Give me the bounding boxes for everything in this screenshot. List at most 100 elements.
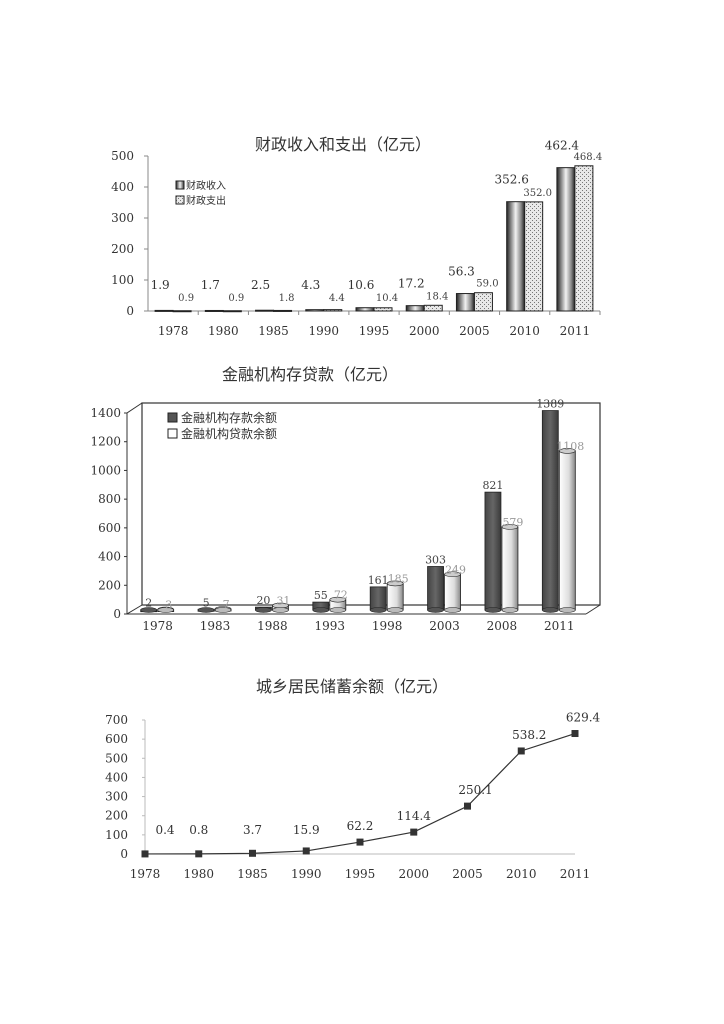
y-tick-label: 0 — [126, 304, 134, 318]
y-tick-label: 400 — [105, 770, 128, 784]
bar-expenditure — [172, 310, 192, 313]
data-label: 10.6 — [348, 278, 375, 292]
data-label: 468.4 — [574, 152, 603, 163]
bar-expenditure — [473, 292, 493, 312]
bar-loans — [444, 573, 461, 611]
data-label: 1389 — [536, 398, 564, 411]
data-label: 629.4 — [566, 711, 601, 725]
y-tick-label: 200 — [105, 809, 128, 823]
x-tick-label: 1988 — [257, 619, 288, 633]
y-tick-label: 400 — [98, 550, 121, 564]
bar-loans — [501, 526, 519, 611]
y-tick-label: 300 — [105, 790, 128, 804]
y-tick-label: 500 — [105, 751, 128, 765]
x-tick-label: 2005 — [452, 867, 483, 881]
data-point-marker — [517, 747, 525, 755]
data-label: 62.2 — [347, 819, 374, 833]
data-label: 250.1 — [458, 783, 492, 797]
savings-line — [144, 732, 576, 855]
x-tick-label: 2008 — [487, 619, 518, 633]
bar-revenue — [204, 309, 224, 312]
y-tick-label: 800 — [98, 492, 121, 506]
deposit-loan-chart-svg: 金融机构存贷款（亿元） 0 200 400 600 800 1000 1200 1400 197… — [90, 365, 601, 633]
data-point-marker — [249, 849, 256, 857]
bar-revenue — [506, 201, 526, 312]
bar-expenditure — [423, 304, 443, 312]
y-tick-label: 1200 — [90, 435, 121, 449]
bar-revenue — [255, 309, 275, 312]
x-tick-label: 1980 — [208, 324, 239, 338]
data-label: 20 — [256, 594, 270, 607]
x-tick-label: 1978 — [158, 324, 189, 338]
bar-expenditure — [524, 201, 544, 312]
svg-text:金融机构存款余额: 金融机构存款余额 — [181, 410, 277, 425]
data-label: 821 — [482, 479, 503, 492]
bar-revenue — [455, 293, 475, 312]
svg-text:财政支出: 财政支出 — [186, 194, 226, 207]
data-label: 72 — [334, 589, 348, 602]
data-label: 59.0 — [476, 279, 498, 290]
data-label: 0.8 — [189, 823, 208, 837]
data-label: 55 — [314, 589, 328, 602]
y-tick-label: 400 — [111, 180, 134, 194]
data-label: 0.9 — [228, 293, 244, 304]
x-tick-label: 2000 — [398, 867, 429, 881]
x-tick-label: 1998 — [372, 619, 403, 633]
data-label: 4.3 — [301, 278, 320, 292]
y-tick-label: 300 — [111, 211, 134, 225]
bar-deposits — [484, 491, 502, 611]
x-tick-label: 1993 — [315, 619, 346, 633]
data-point-marker — [464, 802, 471, 810]
data-label: 352.0 — [523, 188, 552, 199]
x-tick-label: 1990 — [291, 867, 322, 881]
x-tick-label: 1990 — [309, 324, 340, 338]
x-tick-label: 2010 — [506, 867, 537, 881]
x-tick-label: 1985 — [258, 324, 289, 338]
data-label: 2 — [145, 597, 152, 610]
data-label: 2.5 — [251, 278, 270, 292]
bar-revenue — [305, 309, 325, 312]
data-label: 10.4 — [376, 293, 398, 304]
data-label: 3 — [165, 599, 172, 612]
chart-title: 金融机构存贷款（亿元） — [222, 365, 398, 384]
x-tick-label: 1985 — [237, 867, 268, 881]
bar-loans — [558, 450, 576, 611]
chart-title: 城乡居民储蓄余额（亿元） — [256, 677, 448, 696]
svg-text:财政收入: 财政收入 — [186, 179, 226, 192]
y-tick-label: 100 — [105, 828, 128, 842]
bar-revenue — [355, 307, 375, 312]
y-tick-label: 700 — [105, 713, 128, 727]
x-tick-label: 2005 — [459, 324, 490, 338]
chart-title: 财政收入和支出（亿元） — [255, 135, 431, 154]
data-label: 185 — [388, 572, 409, 585]
data-point-marker — [356, 838, 364, 846]
x-tick-label: 2003 — [429, 619, 460, 633]
data-label: 462.4 — [545, 139, 580, 153]
data-label: 0.9 — [178, 293, 194, 304]
data-label: 5 — [203, 596, 210, 609]
y-tick-label: 0 — [113, 607, 121, 621]
x-tick-label: 1983 — [200, 619, 231, 633]
bar-expenditure — [373, 307, 393, 312]
data-point-marker — [410, 828, 418, 836]
data-label: 31 — [276, 595, 290, 608]
x-tick-label: 1995 — [359, 324, 390, 338]
x-tick-label: 2011 — [560, 324, 591, 338]
data-label: 0.4 — [155, 823, 174, 837]
data-label: 18.4 — [426, 291, 448, 302]
x-tick-label: 1978 — [130, 867, 161, 881]
bar-loans — [386, 583, 404, 611]
data-label: 4.4 — [329, 293, 345, 304]
data-label: 3.7 — [243, 823, 262, 837]
data-label: 579 — [502, 516, 523, 529]
svg-text:金融机构贷款余额: 金融机构贷款余额 — [181, 426, 277, 441]
bar-deposits — [369, 586, 387, 611]
data-label: 1.7 — [201, 278, 220, 292]
y-tick-label: 100 — [111, 273, 134, 287]
fiscal-chart: 财政收入和支出（亿元） 0 100 200 300 400 500 1978 1.9 0.9 19… — [0, 120, 724, 350]
data-label: 161 — [368, 574, 389, 587]
bar-deposits — [427, 566, 444, 611]
data-label: 303 — [425, 553, 446, 566]
data-label: 352.6 — [494, 173, 528, 187]
